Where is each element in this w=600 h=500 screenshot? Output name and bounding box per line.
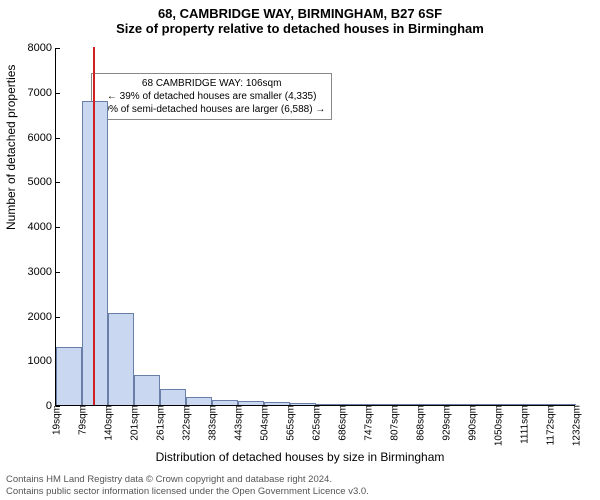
- x-tick: 383sqm: [206, 405, 219, 441]
- x-tick: 443sqm: [232, 405, 245, 441]
- x-tick: 1232sqm: [570, 405, 583, 446]
- chart-container: 68, CAMBRIDGE WAY, BIRMINGHAM, B27 6SF S…: [0, 0, 600, 500]
- x-tick: 868sqm: [414, 405, 427, 441]
- x-tick: 1111sqm: [518, 405, 531, 444]
- x-tick: 565sqm: [284, 405, 297, 441]
- x-axis-label: Distribution of detached houses by size …: [0, 450, 600, 464]
- property-marker-line: [93, 47, 95, 405]
- histogram-bar: [108, 313, 134, 405]
- x-tick: 140sqm: [102, 405, 115, 441]
- y-tick: 4000: [16, 221, 56, 233]
- x-tick: 625sqm: [310, 405, 323, 441]
- x-tick: 929sqm: [440, 405, 453, 441]
- plot-area: 68 CAMBRIDGE WAY: 106sqm ← 39% of detach…: [55, 48, 575, 406]
- histogram-bar: [82, 101, 108, 405]
- footer-line2: Contains public sector information licen…: [6, 486, 369, 497]
- y-tick: 7000: [16, 87, 56, 99]
- histogram-bar: [186, 397, 212, 405]
- x-tick: 1172sqm: [544, 405, 557, 445]
- y-tick: 5000: [16, 176, 56, 188]
- x-tick: 1050sqm: [492, 405, 505, 446]
- y-tick: 2000: [16, 311, 56, 323]
- y-tick: 3000: [16, 266, 56, 278]
- chart-title-main: 68, CAMBRIDGE WAY, BIRMINGHAM, B27 6SF: [0, 0, 600, 21]
- footer-line1: Contains HM Land Registry data © Crown c…: [6, 474, 369, 485]
- y-tick: 1000: [16, 355, 56, 367]
- x-tick: 322sqm: [180, 405, 193, 441]
- x-tick: 686sqm: [336, 405, 349, 441]
- x-tick: 990sqm: [466, 405, 479, 441]
- x-tick: 19sqm: [50, 405, 63, 435]
- x-tick: 261sqm: [154, 405, 167, 441]
- y-tick: 6000: [16, 132, 56, 144]
- footer-attribution: Contains HM Land Registry data © Crown c…: [6, 474, 369, 497]
- chart-title-sub: Size of property relative to detached ho…: [0, 21, 600, 40]
- histogram-bar: [56, 347, 82, 405]
- y-tick: 8000: [16, 42, 56, 54]
- x-tick: 504sqm: [258, 405, 271, 441]
- annotation-line1: 68 CAMBRIDGE WAY: 106sqm: [98, 77, 325, 90]
- x-tick: 79sqm: [76, 405, 89, 435]
- histogram-bar: [160, 389, 186, 405]
- x-tick: 807sqm: [388, 405, 401, 441]
- annotation-line2: ← 39% of detached houses are smaller (4,…: [98, 90, 325, 103]
- x-tick: 201sqm: [128, 405, 141, 441]
- annotation-box: 68 CAMBRIDGE WAY: 106sqm ← 39% of detach…: [91, 73, 332, 120]
- x-tick: 747sqm: [362, 405, 375, 441]
- histogram-bar: [134, 375, 160, 405]
- annotation-line3: 60% of semi-detached houses are larger (…: [98, 103, 325, 116]
